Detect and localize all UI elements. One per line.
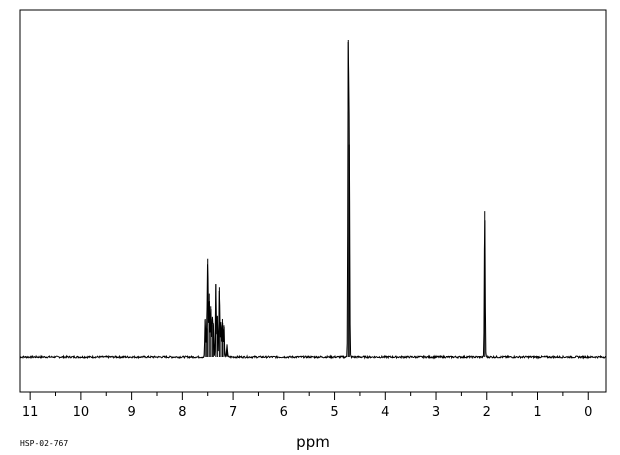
x-tick-label-0: 0 bbox=[584, 405, 592, 420]
x-tick-label-9: 9 bbox=[127, 405, 135, 420]
x-axis-tick-labels: 11 10 9 8 7 6 5 4 3 2 1 0 bbox=[22, 405, 593, 420]
spectrum-code-label: HSP-02-767 bbox=[20, 439, 68, 448]
spectrum-line bbox=[19, 41, 607, 360]
x-tick-label-1: 1 bbox=[533, 405, 541, 420]
x-tick-label-3: 3 bbox=[432, 405, 440, 420]
peak-marks bbox=[204, 40, 486, 357]
x-tick-label-8: 8 bbox=[178, 405, 186, 420]
x-tick-label-2: 2 bbox=[483, 405, 491, 420]
plot-frame bbox=[19, 9, 607, 393]
x-axis-label: ppm bbox=[296, 433, 330, 451]
x-axis-ticks bbox=[29, 392, 589, 400]
x-tick-label-7: 7 bbox=[229, 405, 237, 420]
x-tick-label-4: 4 bbox=[381, 405, 389, 420]
x-tick-label-5: 5 bbox=[330, 405, 338, 420]
x-tick-label-10: 10 bbox=[73, 405, 90, 420]
x-tick-label-11: 11 bbox=[22, 405, 39, 420]
x-tick-label-6: 6 bbox=[280, 405, 288, 420]
